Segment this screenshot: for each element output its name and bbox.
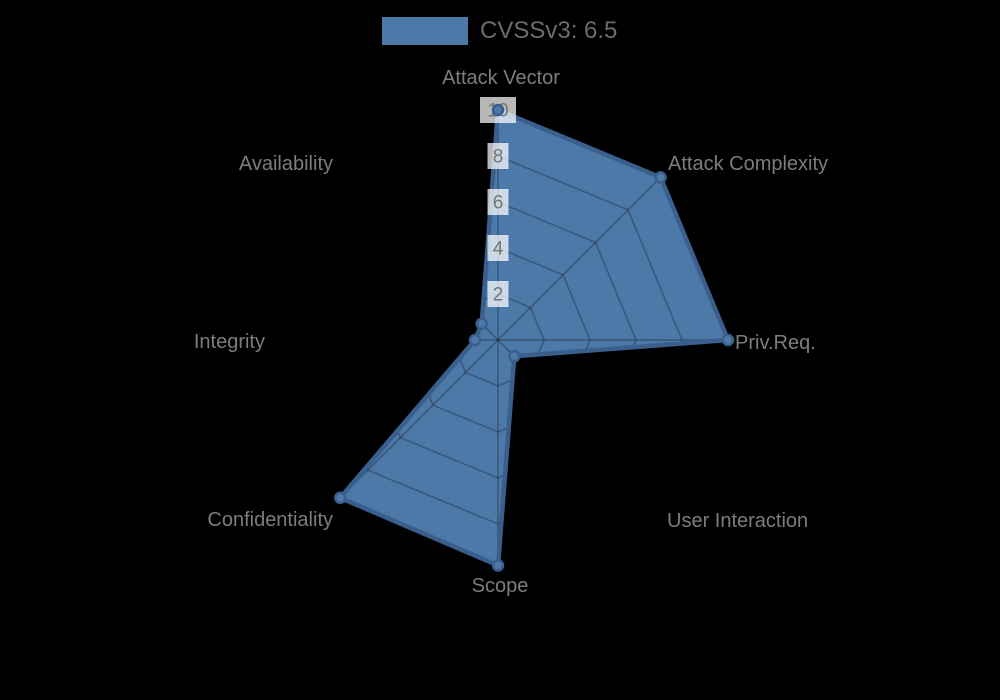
chart-legend: CVSSv3: 6.5 (382, 17, 617, 45)
grid-spoke (334, 176, 499, 341)
grid-spoke (334, 339, 499, 504)
vertex-marker (721, 333, 735, 347)
tick-label-text: 6 (493, 193, 504, 214)
tick-label-box (487, 189, 509, 215)
radial-tick-label: 6 (487, 189, 509, 215)
vertex-marker (508, 350, 521, 363)
grid-ring (405, 247, 591, 433)
radial-tick-label: 8 (487, 143, 509, 169)
radial-tick-label: 4 (487, 235, 509, 261)
grid-ring (313, 155, 683, 525)
axis-label-scope: Scope (472, 575, 529, 597)
vertex-marker (333, 491, 347, 505)
legend-swatch (382, 17, 468, 45)
axis-label-availability: Availability (239, 153, 333, 175)
tick-label-text: 2 (493, 285, 504, 306)
tick-label-box (487, 235, 509, 261)
grid-spoke (497, 339, 662, 504)
axis-label-confidentiality: Confidentiality (207, 509, 333, 531)
radial-tick-labels: 246810 (480, 97, 516, 307)
vertex-marker (491, 103, 505, 117)
axis-labels: Attack Vector Attack Complexity Priv.Req. U… (194, 67, 828, 597)
vertex-marker (475, 317, 488, 330)
tick-label-text: 4 (493, 239, 504, 260)
radial-tick-label: 2 (487, 281, 509, 307)
axis-label-user-interaction: User Interaction (667, 510, 808, 532)
series-markers (333, 103, 735, 572)
axis-label-integrity: Integrity (194, 331, 265, 353)
vertex-marker (491, 559, 505, 572)
legend-label: CVSSv3: 6.5 (480, 17, 618, 44)
vertex-marker (654, 171, 667, 184)
axis-label-attack-vector: Attack Vector (442, 67, 560, 89)
vertex-marker (468, 333, 482, 347)
axis-label-priv-req: Priv.Req. (735, 332, 816, 354)
tick-label-box (487, 143, 509, 169)
grid-spoke (497, 176, 662, 341)
grid-ring (359, 201, 637, 479)
axis-label-attack-complexity: Attack Complexity (668, 153, 828, 175)
tick-label-text: 8 (493, 147, 504, 168)
series-fill (340, 110, 728, 566)
grid-ring (451, 293, 545, 387)
tick-label-box (487, 281, 509, 307)
